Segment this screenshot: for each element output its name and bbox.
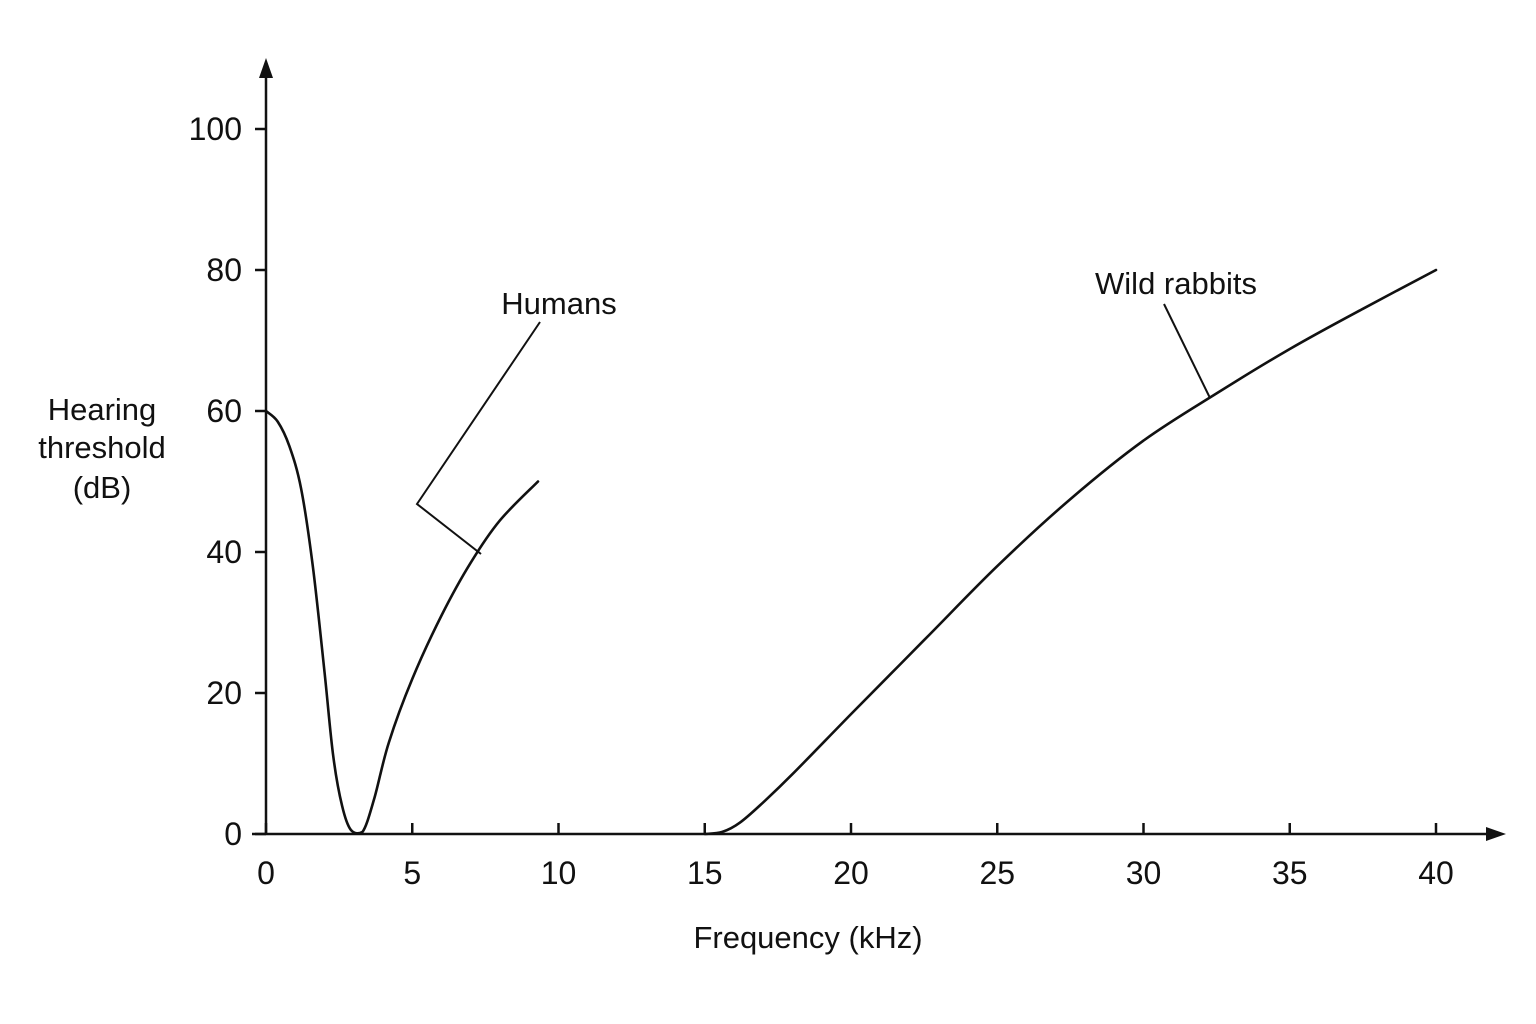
humans-series-label: Humans (501, 286, 616, 321)
x-tick-label: 35 (1272, 855, 1308, 891)
humans-label-leader (415, 321, 541, 555)
x-tick-label: 30 (1126, 855, 1162, 891)
y-tick-label: 60 (206, 393, 242, 429)
y-axis-title-line-1: Hearing (48, 392, 157, 427)
x-tick-label: 15 (687, 855, 723, 891)
wild-rabbits-label-leader (1163, 303, 1211, 399)
x-tick-label: 0 (257, 855, 275, 891)
x-tick-label: 40 (1418, 855, 1454, 891)
humans-curve (264, 409, 540, 835)
y-ticks: 0 20 40 60 80 100 (189, 111, 266, 852)
y-tick-label: 100 (189, 111, 242, 147)
y-axis-title-line-3: (dB) (73, 470, 132, 505)
y-tick-label: 0 (224, 816, 242, 852)
series-layer (264, 268, 1438, 836)
x-ticks: 0 5 10 15 20 25 30 35 40 (257, 823, 1454, 891)
labels-layer: Frequency (kHz) Hearing threshold (dB) H… (38, 266, 1257, 955)
wild-rabbits-series-label: Wild rabbits (1095, 266, 1257, 301)
x-tick-label: 25 (979, 855, 1015, 891)
y-axis-title-line-2: threshold (38, 430, 166, 465)
x-axis-arrowhead (1486, 827, 1506, 841)
x-tick-label: 5 (403, 855, 421, 891)
wild-rabbits-curve (703, 268, 1438, 836)
x-tick-label: 10 (541, 855, 577, 891)
x-tick-label: 20 (833, 855, 869, 891)
y-tick-label: 40 (206, 534, 242, 570)
y-tick-label: 80 (206, 252, 242, 288)
y-axis-arrowhead (259, 58, 273, 78)
x-axis-title: Frequency (kHz) (693, 920, 922, 955)
y-tick-label: 20 (206, 675, 242, 711)
axes (252, 58, 1506, 841)
